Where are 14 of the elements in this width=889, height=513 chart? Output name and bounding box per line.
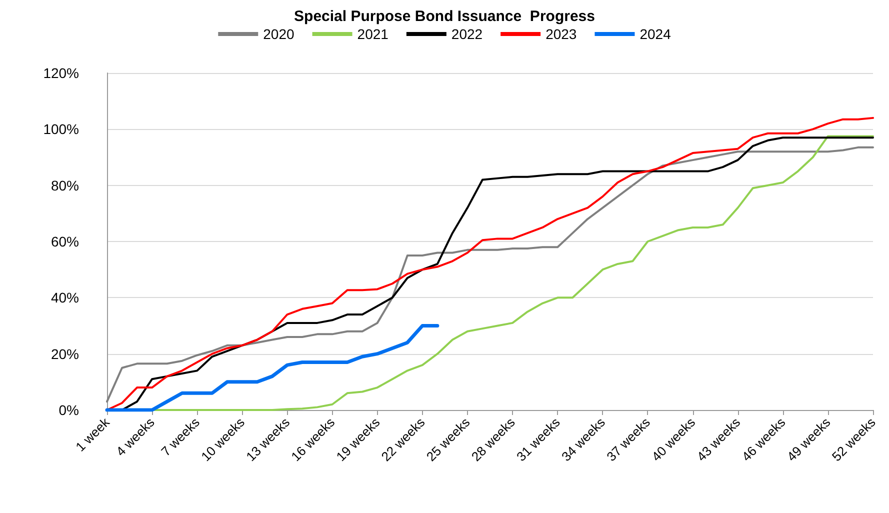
legend-label: 2023	[546, 26, 577, 42]
y-tick-label: 120%	[43, 65, 79, 81]
y-tick-label: 60%	[50, 234, 79, 250]
legend-label: 2022	[451, 26, 483, 42]
y-tick-label: 100%	[43, 121, 79, 138]
y-tick-label: 80%	[50, 177, 79, 194]
line-series	[105, 324, 440, 412]
legend-label: 2020	[263, 26, 294, 42]
y-tick-label: 20%	[50, 346, 79, 362]
y-tick-label: 0%	[58, 402, 79, 418]
chart-title: Special Purpose Bond Issuance Progress	[294, 8, 595, 25]
legend-label: 2021	[357, 26, 389, 42]
legend-label: 2024	[640, 26, 672, 42]
y-tick-label: 40%	[50, 290, 79, 306]
